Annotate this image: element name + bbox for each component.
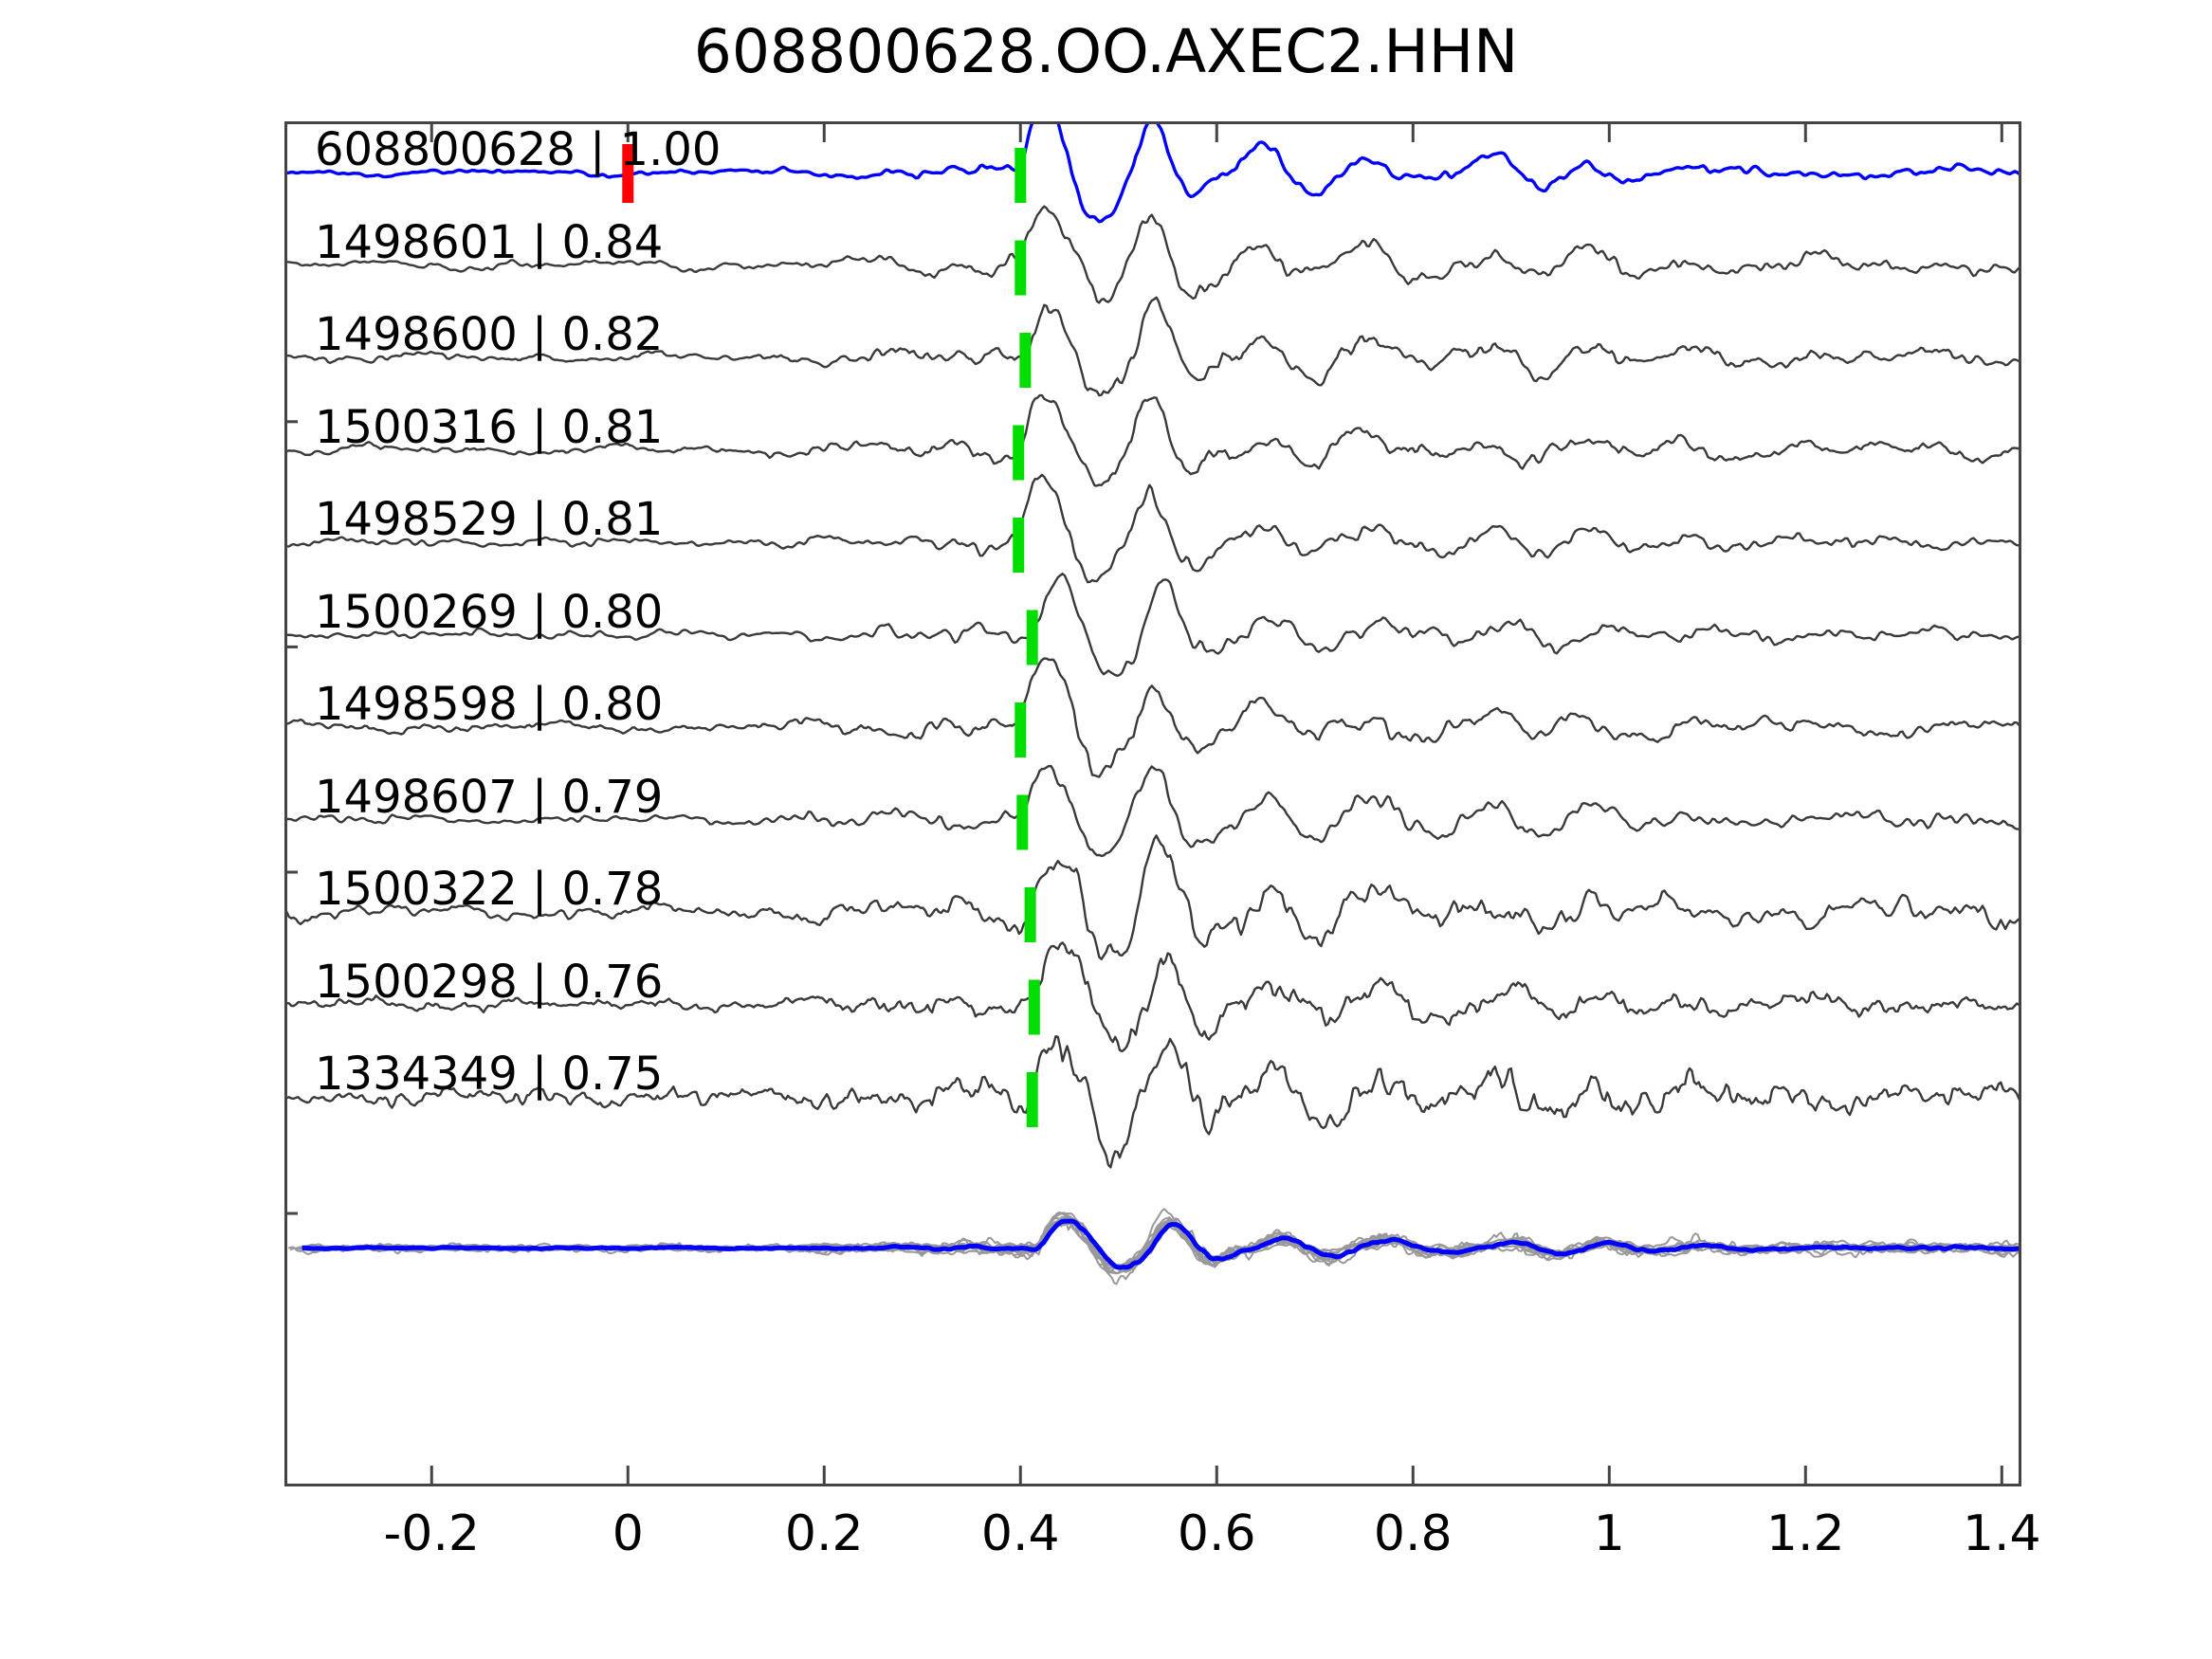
waveform-trace [284, 1034, 2021, 1169]
waveform-trace [284, 473, 2021, 584]
x-tick-label: 0.6 [1177, 1505, 1256, 1562]
waveform-trace [284, 393, 2021, 487]
pick-marker [1015, 240, 1027, 296]
page-title: 608800628.OO.AXEC2.HHN [693, 17, 1519, 86]
pick-marker [1016, 794, 1029, 850]
x-tick-label: 0 [612, 1505, 644, 1562]
stack-mean-trace [302, 1218, 2021, 1270]
x-tick-label: 0.4 [980, 1505, 1060, 1562]
pick-marker [1024, 887, 1036, 942]
origin-marker [622, 144, 634, 203]
axes-frame [284, 121, 2021, 1486]
pick-marker [1015, 148, 1027, 203]
pick-marker [1028, 979, 1040, 1035]
x-tick-label: 0.2 [784, 1505, 864, 1562]
stack-overlay-trace [300, 1219, 2021, 1268]
pick-marker [1026, 610, 1038, 665]
waveform-trace [284, 121, 2021, 224]
pick-marker [1019, 333, 1032, 388]
waveform-trace [284, 941, 2021, 1053]
pick-marker [1015, 702, 1027, 757]
plot-area [284, 121, 2021, 1486]
waveform-trace [284, 834, 2021, 960]
waveform-trace [284, 657, 2021, 778]
pick-marker [1013, 518, 1025, 573]
stack-overlay-trace [297, 1216, 2021, 1268]
x-tick-label: 1.4 [1962, 1505, 2041, 1562]
x-tick-label: 1.2 [1765, 1505, 1845, 1562]
waveform-trace [284, 573, 2021, 678]
x-tick-label: 1 [1593, 1505, 1625, 1562]
pick-marker [1013, 425, 1025, 481]
waveform-trace [284, 764, 2021, 858]
waveform-trace [284, 205, 2021, 304]
pick-marker [1026, 1072, 1038, 1127]
waveform-plot-svg [284, 121, 2021, 1486]
x-tick-label: -0.2 [383, 1505, 480, 1562]
stack-overlay-trace [303, 1212, 2021, 1270]
x-tick-label: 0.8 [1373, 1505, 1453, 1562]
waveform-trace [284, 296, 2021, 397]
